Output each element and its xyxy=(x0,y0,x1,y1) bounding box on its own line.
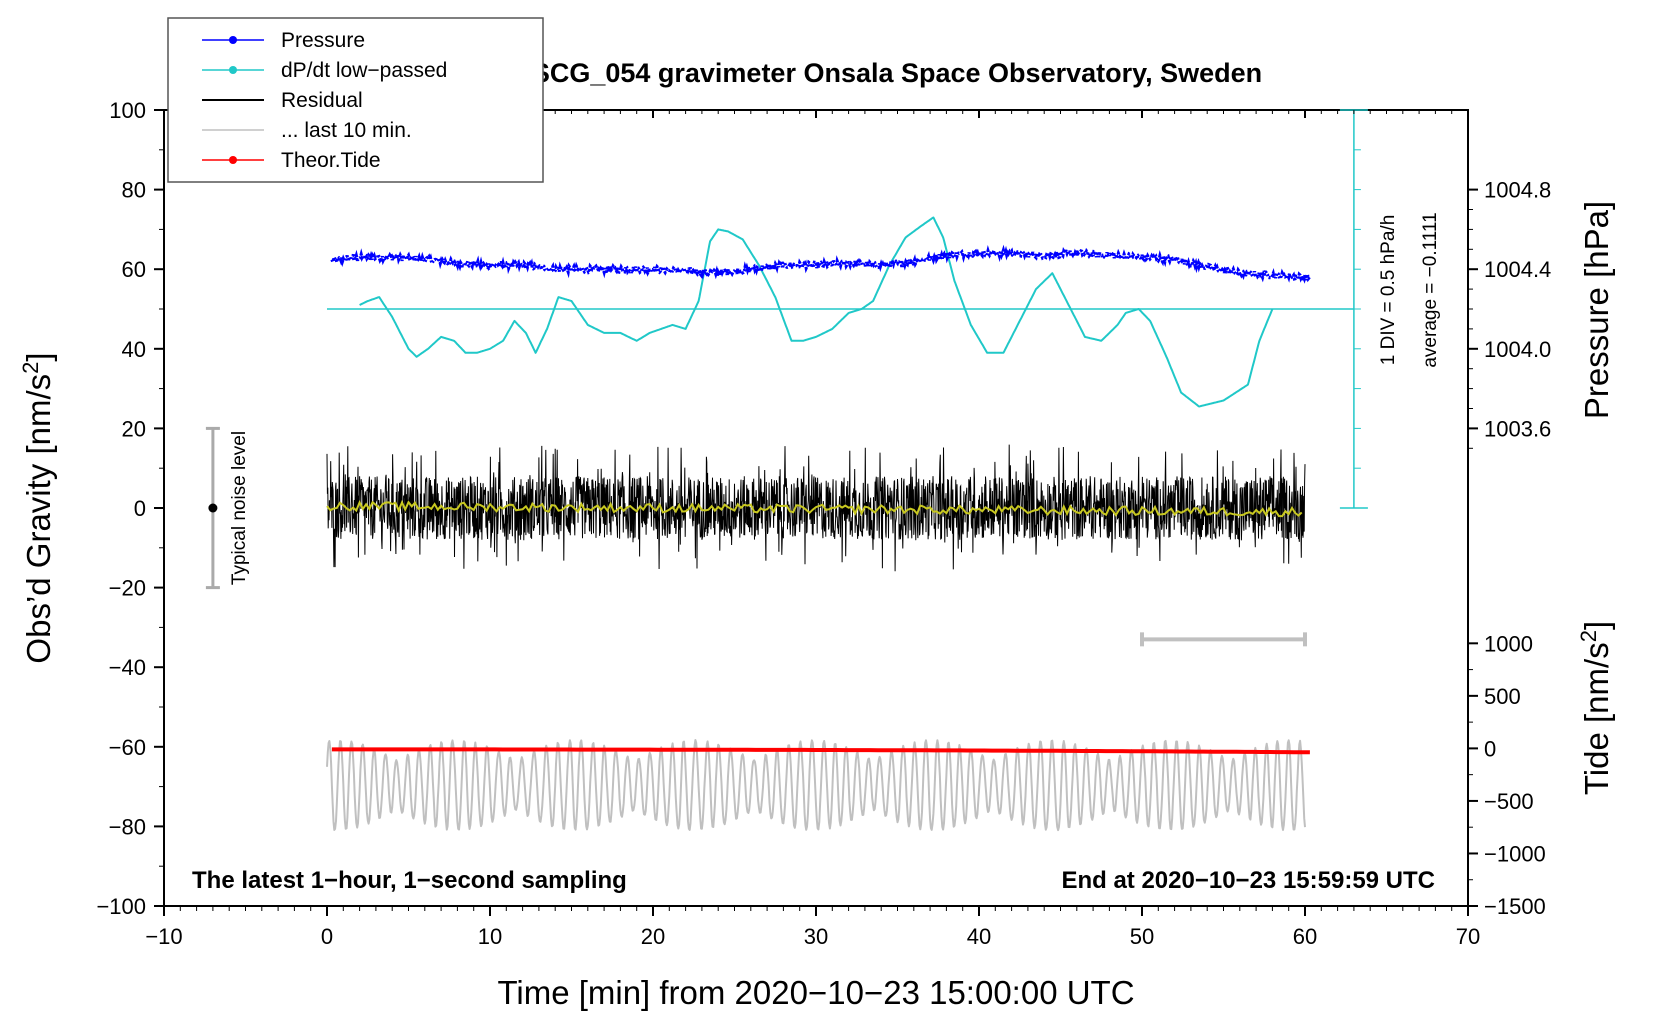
y-tick-label: −80 xyxy=(109,814,146,839)
y-tick-label: 20 xyxy=(122,416,146,441)
y-tick-label: 0 xyxy=(134,496,146,521)
x-tick-label: 60 xyxy=(1293,924,1317,949)
last-10-min-series xyxy=(326,632,1307,832)
x-tick-label: 40 xyxy=(967,924,991,949)
chart-title: SCG_054 gravimeter Onsala Space Observat… xyxy=(532,58,1262,88)
pressure-tick-label: 1004.8 xyxy=(1484,178,1551,203)
x-tick-label: 50 xyxy=(1130,924,1154,949)
x-tick-label: 70 xyxy=(1456,924,1480,949)
pressure-series xyxy=(330,244,1312,284)
legend-marker xyxy=(229,66,237,74)
y-tick-label: 40 xyxy=(122,337,146,362)
legend-marker xyxy=(229,36,237,44)
axes: −10 0 10 20 30 40 50 60 70−100−80−60−40−20020406… xyxy=(96,98,1551,949)
dpdt-line xyxy=(359,216,1274,408)
y-tick-label: −40 xyxy=(109,655,146,680)
pressure-line xyxy=(330,244,1312,284)
y-axis-pressure-title: Pressure [hPa] xyxy=(1578,201,1615,419)
legend-marker xyxy=(229,156,237,164)
legend-label: dP/dt low−passed xyxy=(281,59,447,82)
tide-tick-label: 1000 xyxy=(1484,631,1533,656)
y-tick-label: 100 xyxy=(109,98,146,123)
x-tick-label: 0 xyxy=(321,924,333,949)
last-10-min-line xyxy=(326,739,1306,832)
tide-tick-label: −1500 xyxy=(1484,894,1546,919)
y-axis-left-title: Obs’d Gravity [nm/s2] xyxy=(18,352,57,663)
y-axis-tide-title: Tide [nm/s2] xyxy=(1576,621,1615,795)
tide-tick-label: −500 xyxy=(1484,789,1534,814)
legend-label: Pressure xyxy=(281,29,365,52)
theor-tide-series xyxy=(331,747,1310,755)
scale-label: 1 DIV = 0.5 hPa/h xyxy=(1378,215,1399,366)
tide-tick-label: 0 xyxy=(1484,736,1496,761)
tide-tick-label: −1000 xyxy=(1484,841,1546,866)
footer-left: The latest 1−hour, 1−second sampling xyxy=(192,867,627,894)
residual-series xyxy=(326,444,1306,572)
annotations: 1 DIV = 0.5 hPa/h average = −0.1111 Typica… xyxy=(205,212,1441,590)
legend-label: Residual xyxy=(281,89,363,112)
y-tick-label: −100 xyxy=(96,894,146,919)
x-tick-label: 30 xyxy=(804,924,828,949)
y-tick-label: −60 xyxy=(109,735,146,760)
noise-label: Typical noise level xyxy=(229,431,250,585)
residual-mean-line xyxy=(326,499,1303,518)
dpdt-series xyxy=(327,109,1368,509)
x-tick-label: 20 xyxy=(641,924,665,949)
average-label: average = −0.1111 xyxy=(1420,212,1441,367)
y-tick-label: 80 xyxy=(122,178,146,203)
legend-label: Theor.Tide xyxy=(281,149,381,172)
noise-marker xyxy=(208,503,218,513)
theor-tide-line xyxy=(331,747,1310,755)
pressure-tick-label: 1004.0 xyxy=(1484,337,1551,362)
tide-tick-label: 500 xyxy=(1484,684,1521,709)
x-tick-label: −10 xyxy=(145,924,182,949)
x-axis-title: Time [min] from 2020−10−23 15:00:00 UTC xyxy=(497,974,1134,1011)
residual-line xyxy=(326,444,1306,572)
y-tick-label: −20 xyxy=(109,576,146,601)
x-tick-label: 10 xyxy=(478,924,502,949)
pressure-tick-label: 1004.4 xyxy=(1484,257,1551,282)
pressure-tick-label: 1003.6 xyxy=(1484,416,1551,441)
legend: Pressure dP/dt low−passed Residual ... last… xyxy=(167,17,544,183)
footer-right: End at 2020−10−23 15:59:59 UTC xyxy=(1061,867,1435,894)
y-tick-label: 60 xyxy=(122,257,146,282)
legend-label: ... last 10 min. xyxy=(281,119,412,142)
